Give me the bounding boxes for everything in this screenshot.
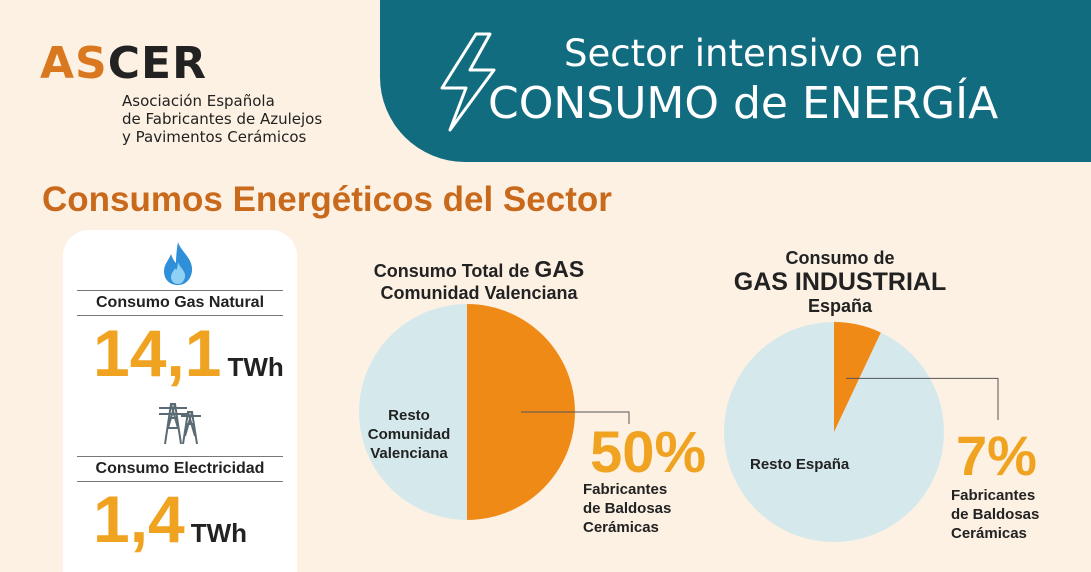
pie1-leader-line (521, 411, 630, 424)
pie1-title-prefix: Consumo Total de (373, 261, 535, 281)
pie1-rest-label-line: Valenciana (370, 445, 448, 462)
pie2-title-line1: Consumo de (785, 248, 895, 268)
banner-title-line1: Sector intensivo en (564, 32, 922, 75)
gas-label: Consumo Gas Natural (77, 290, 283, 316)
logo-subtitle-line: y Pavimentos Cerámicos (122, 128, 307, 146)
pie1-slice-rest (359, 304, 467, 520)
gas-value-unit: TWh (227, 352, 284, 382)
pie1-title: Consumo Total de GAS Comunidad Valencian… (334, 256, 624, 304)
electricity-value-number: 1,4 (93, 482, 185, 556)
logo-subtitle-line: Asociación Española (122, 92, 275, 110)
pie1-highlight-label: Fabricantes de Baldosas Cerámicas (583, 480, 671, 537)
pie2-highlight-label-line: de Baldosas (951, 506, 1040, 523)
pie1-rest-label-line: Comunidad (367, 426, 451, 443)
electricity-label: Consumo Electricidad (77, 456, 283, 482)
logo-subtitle: Asociación Española de Fabricantes de Az… (122, 92, 402, 146)
gas-value: 14,1 TWh (93, 320, 284, 386)
logo-wordmark-rest: CER (107, 38, 207, 89)
pie2-title-line3: España (807, 296, 873, 316)
lightning-bolt-icon (440, 32, 496, 132)
pie2-highlight-label: Fabricantes de Baldosas Cerámicas (951, 486, 1039, 543)
pie2-leader-line (845, 377, 999, 420)
electricity-value-unit: TWh (190, 518, 248, 548)
pie2-slice-highlight (834, 322, 881, 432)
pie2-highlight-label-line: Fabricantes (951, 487, 1036, 504)
logo-subtitle-line: de Fabricantes de Azulejos (122, 110, 323, 128)
pie1-highlight-label-line: Fabricantes (583, 481, 668, 498)
flame-icon (164, 242, 193, 285)
pie1-rest-label-line: Resto (388, 407, 430, 424)
pie1-title-line2: Comunidad Valenciana (380, 283, 578, 303)
pie2-chart (724, 322, 999, 542)
gas-value-number: 14,1 (93, 316, 222, 390)
pie1-rest-label: Resto Comunidad Valenciana (357, 406, 461, 463)
pie1-highlight-label-line: Cerámicas (583, 519, 659, 536)
pie1-title-line1: Consumo Total de GAS (334, 256, 624, 283)
ascer-logo: ASCER Asociación Española de Fabricantes… (40, 42, 322, 147)
pie2-rest-label: Resto España (750, 456, 850, 473)
pie2-title-line2: GAS INDUSTRIAL (733, 268, 947, 296)
pie1-percentage: 50% (590, 420, 707, 485)
pie2-percentage: 7% (956, 424, 1037, 487)
logo-wordmark-highlight: AS (40, 38, 108, 89)
section-title: Consumos Energéticos del Sector (42, 180, 612, 219)
electricity-value: 1,4 TWh (93, 486, 247, 552)
pie1-chart (359, 304, 630, 520)
pie2-highlight-label-line: Cerámicas (951, 525, 1027, 542)
logo-wordmark: ASCER (40, 42, 207, 86)
pie1-slice-highlight (467, 304, 575, 520)
summary-card: Consumo Gas Natural 14,1 TWh Consumo Elec… (63, 230, 297, 572)
pie1-highlight-label-line: de Baldosas (583, 500, 672, 517)
pie2-title: Consumo de GAS INDUSTRIAL España (720, 248, 960, 316)
power-tower-icon (159, 403, 201, 445)
banner-title-line2: CONSUMO de ENERGÍA (488, 78, 999, 129)
header-banner: Sector intensivo en CONSUMO de ENERGÍA (380, 0, 1091, 162)
pie1-title-emphasis: GAS (534, 256, 585, 282)
